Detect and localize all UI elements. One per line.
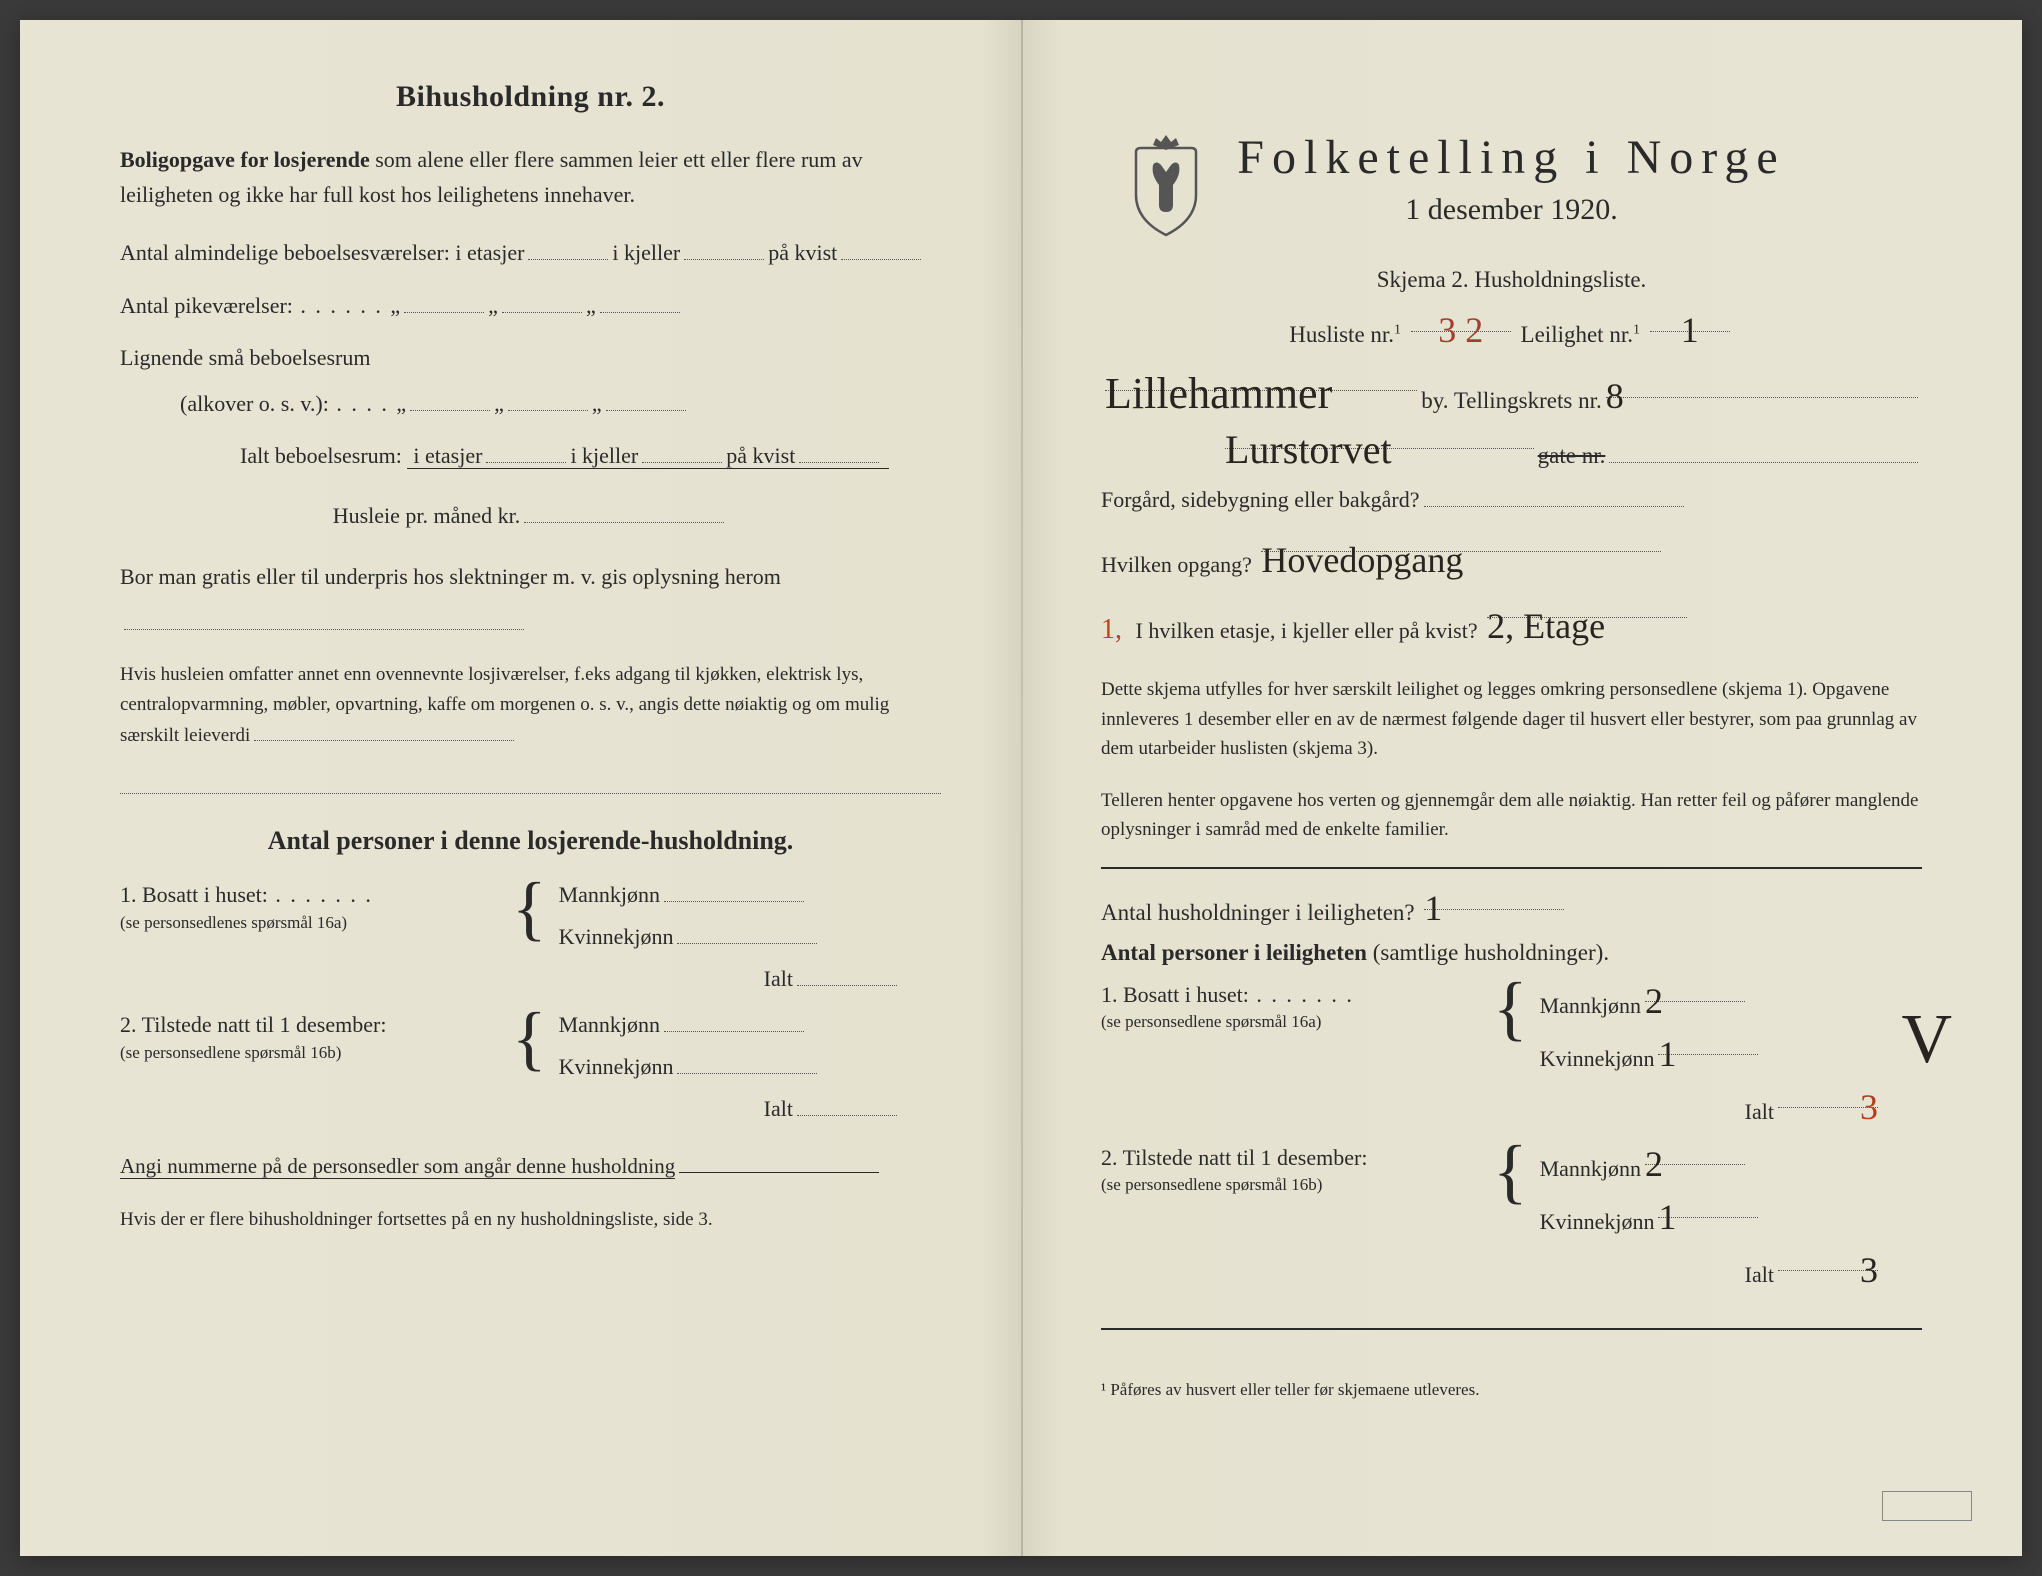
- blank: [684, 238, 764, 260]
- antal-hush-value: 1: [1424, 887, 1442, 929]
- blank: [508, 389, 588, 411]
- leilighet-value: 1: [1681, 309, 1699, 351]
- city-handwritten: Lillehammer: [1105, 368, 1332, 419]
- checkmark-annotation: V: [1901, 1000, 1952, 1080]
- r-q2-sub: (se personsedlene spørsmål 16b): [1101, 1173, 1481, 1197]
- gate-handwritten: Lurstorvet: [1225, 426, 1392, 473]
- left-sub-title: Antal personer i denne losjerende-hushol…: [120, 826, 941, 856]
- q2-sub: (se personsedlene spørsmål 16b): [120, 1041, 500, 1065]
- opgang-handwritten: Hovedopgang: [1261, 530, 1463, 591]
- blank: [124, 608, 524, 630]
- instructions-2: Telleren henter opgavene hos verten og g…: [1101, 786, 1922, 845]
- q1-kvinne-val: 1: [1658, 1033, 1676, 1075]
- blank: [528, 238, 608, 260]
- line-gratis: Bor man gratis eller til underpris hos s…: [120, 554, 941, 646]
- r-q1-label: 1. Bosatt i huset:: [1101, 982, 1249, 1007]
- blank-line: [120, 765, 941, 794]
- blank: [410, 389, 490, 411]
- line-lignende: Lignende små beboelsesrum (alkover o. s.…: [120, 335, 941, 427]
- r-q2-label: 2. Tilstede natt til 1 desember:: [1101, 1145, 1367, 1170]
- husliste-value: 3 2: [1438, 309, 1483, 351]
- brace-icon: {: [512, 1010, 547, 1068]
- line-ialt-rooms: Ialt beboelsesrum: i etasjeri kjellerpå …: [240, 433, 941, 479]
- antal-husholdninger: Antal husholdninger i leiligheten? 1: [1101, 887, 1922, 926]
- left-q1-row: 1. Bosatt i huset: . . . . . . . (se per…: [120, 880, 941, 992]
- line-almindelige: Antal almindelige beboelsesværelser: i e…: [120, 230, 941, 276]
- krets-value: 8: [1606, 375, 1624, 417]
- left-q2-row: 2. Tilstede natt til 1 desember: (se per…: [120, 1010, 941, 1122]
- q2-label: 2. Tilstede natt til 1 desember:: [120, 1012, 386, 1037]
- q2-ialt-val: 3: [1860, 1249, 1878, 1291]
- brace-icon: {: [1493, 1143, 1528, 1201]
- blank: [606, 389, 686, 411]
- main-title: Folketelling i Norge: [1101, 130, 1922, 185]
- divider: [1101, 1328, 1922, 1330]
- line-husleie: Husleie pr. måned kr.: [120, 493, 941, 539]
- q2-mann-val: 2: [1645, 1143, 1663, 1185]
- left-page: Bihusholdning nr. 2. Boligopgave for los…: [20, 20, 1021, 1556]
- q1-label: 1. Bosatt i huset:: [120, 882, 268, 907]
- intro-text: Boligopgave for losjerende som alene ell…: [120, 142, 941, 212]
- blank: [254, 722, 514, 741]
- q-etasje: 1, I hvilken etasje, i kjeller eller på …: [1101, 596, 1922, 654]
- footnote: ¹ Påføres av husvert eller teller før sk…: [1101, 1380, 1922, 1400]
- etasje-handwritten: 2, Etage: [1487, 596, 1605, 657]
- printer-stamp: [1882, 1491, 1972, 1521]
- blank: [524, 501, 724, 523]
- flere-note: Hvis der er flere bihusholdninger fortse…: [120, 1209, 941, 1231]
- q1-mann-val: 2: [1645, 980, 1663, 1022]
- blank: [404, 291, 484, 313]
- brace-icon: {: [512, 880, 547, 938]
- husliste-line: Husliste nr.1 3 2 Leilighet nr.1 1: [1101, 309, 1922, 348]
- right-page: Folketelling i Norge 1 desember 1920. Sk…: [1021, 20, 2022, 1556]
- blank: [841, 238, 921, 260]
- right-q1-row: 1. Bosatt i huset: . . . . . . . (se per…: [1101, 980, 1922, 1125]
- main-date: 1 desember 1920.: [1101, 193, 1922, 227]
- q1-ialt-val: 3: [1860, 1086, 1878, 1128]
- gate-label-struck: gate nr.: [1538, 443, 1606, 469]
- brace-icon: {: [1493, 980, 1528, 1038]
- q-opgang: Hvilken opgang? Hovedopgang: [1101, 530, 1922, 583]
- note-husleie: Hvis husleien omfatter annet enn ovennev…: [120, 660, 941, 751]
- left-title: Bihusholdning nr. 2.: [120, 80, 941, 114]
- angi-line: Angi nummerne på de personsedler som ang…: [120, 1152, 941, 1179]
- q-forgard: Forgård, sidebygning eller bakgård?: [1101, 481, 1922, 518]
- coat-of-arms-icon: [1121, 130, 1211, 240]
- antal-personer-heading: Antal personer i leiligheten (samtlige h…: [1101, 940, 1922, 966]
- gate-row: Lurstorvet gate nr.: [1101, 426, 1922, 469]
- q1-sub: (se personsedlenes spørsmål 16a): [120, 911, 500, 935]
- right-q2-row: 2. Tilstede natt til 1 desember: (se per…: [1101, 1143, 1922, 1288]
- red-annotation: 1,: [1101, 614, 1122, 645]
- q2-kvinne-val: 1: [1658, 1196, 1676, 1238]
- intro-bold: Boligopgave for losjerende: [120, 147, 370, 172]
- skjema-line: Skjema 2. Husholdningsliste.: [1101, 267, 1922, 293]
- divider: [1101, 867, 1922, 869]
- line-pike: Antal pikeværelser: . . . . . . „„„: [120, 283, 941, 329]
- city-row: Lillehammer by. Tellingskrets nr. 8: [1101, 368, 1922, 414]
- census-document: Bihusholdning nr. 2. Boligopgave for los…: [20, 20, 2022, 1556]
- instructions-1: Dette skjema utfylles for hver særskilt …: [1101, 675, 1922, 763]
- blank: [502, 291, 582, 313]
- r-q1-sub: (se personsedlene spørsmål 16a): [1101, 1010, 1481, 1034]
- blank: [600, 291, 680, 313]
